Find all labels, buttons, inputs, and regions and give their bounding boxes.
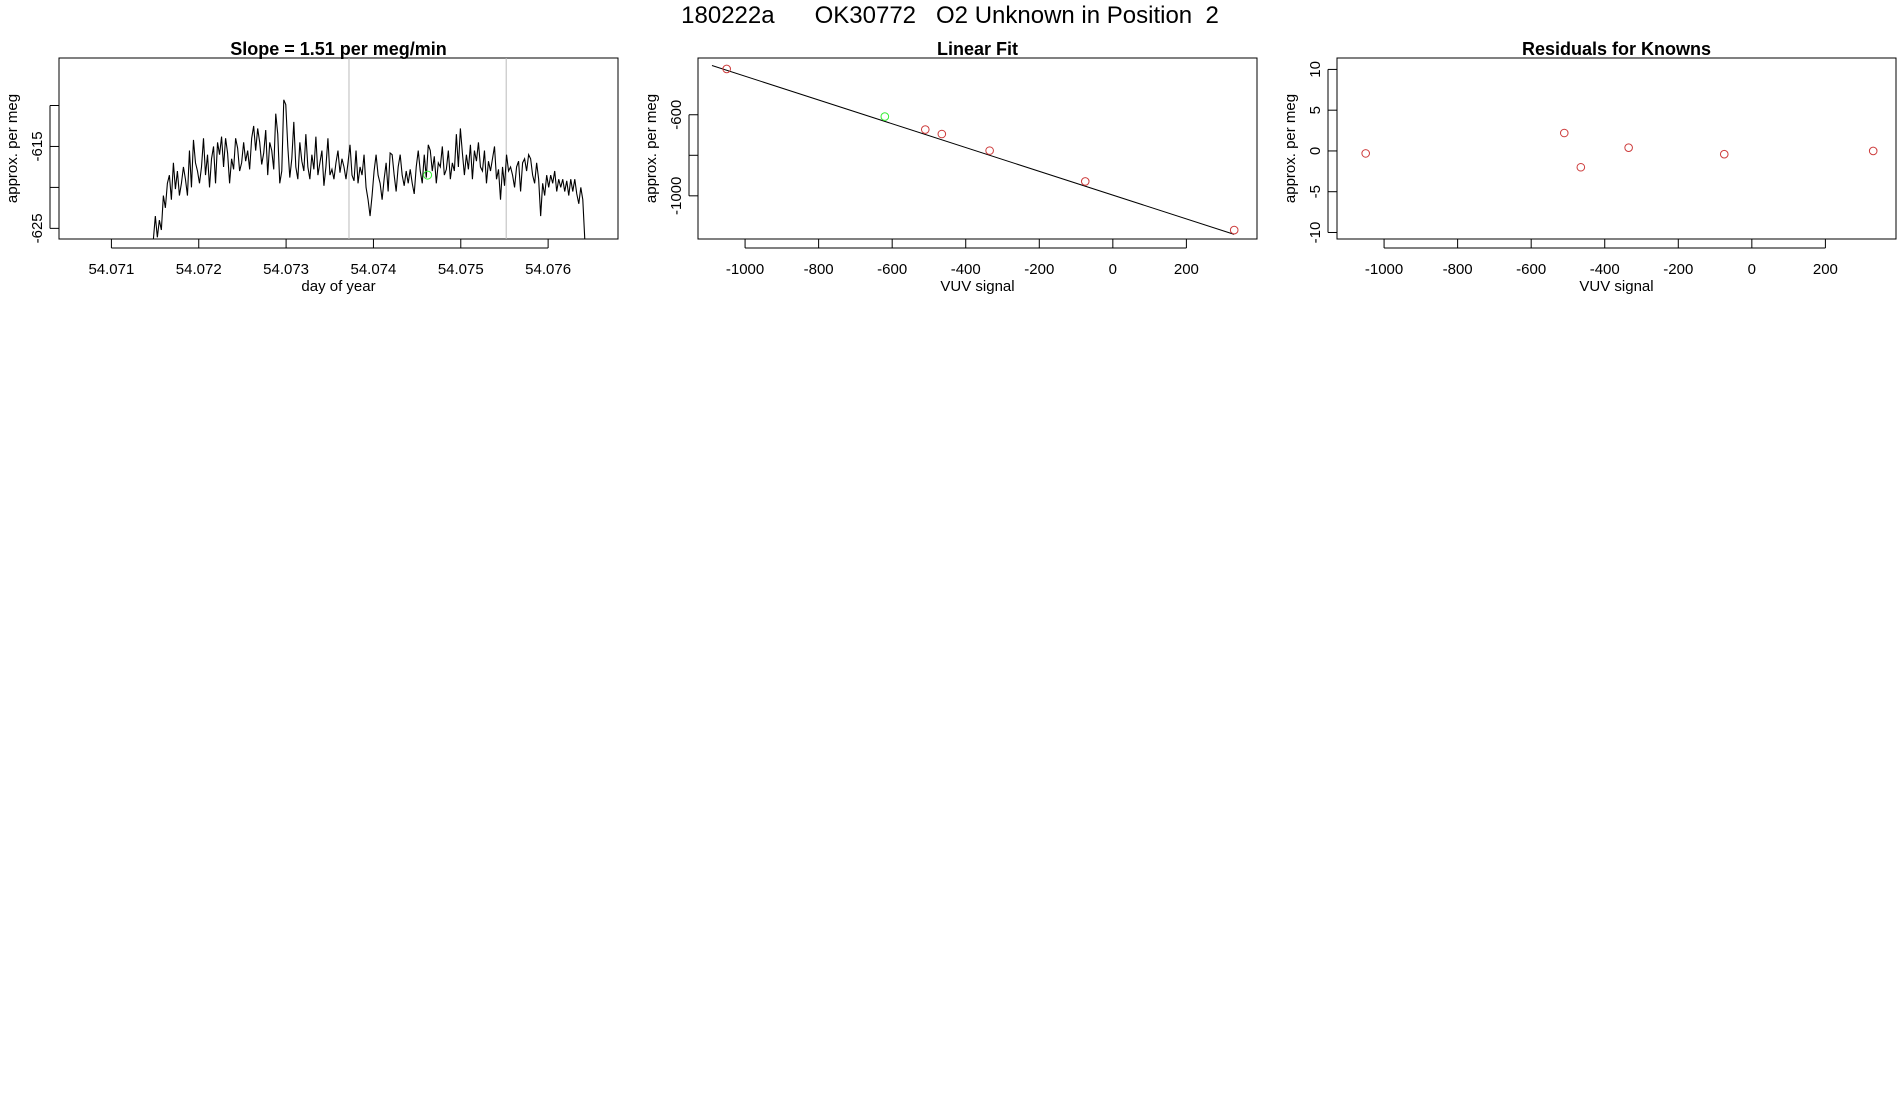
y-tick-label: -600	[668, 100, 685, 130]
x-tick-label: -200	[1024, 261, 1054, 278]
plot-area	[1361, 128, 1878, 172]
plot-frame	[58, 57, 619, 240]
x-tick-label: -400	[1590, 261, 1620, 278]
x-tick-label: -600	[877, 261, 907, 278]
y-tick-label: -10	[1307, 222, 1324, 244]
plot-frame	[697, 57, 1258, 240]
y-axis-label: approx. per meg	[643, 94, 660, 203]
plot-area	[711, 64, 1239, 235]
known-point	[985, 146, 994, 155]
x-tick-label: 0	[1109, 261, 1117, 278]
plot-area	[152, 58, 586, 239]
x-tick-label: 200	[1174, 261, 1199, 278]
chart-title: Slope = 1.51 per meg/min	[230, 39, 447, 59]
x-tick-label: 200	[1813, 261, 1838, 278]
x-tick-label: -1000	[1365, 261, 1403, 278]
unknown-point	[880, 112, 890, 121]
known-point	[1229, 225, 1239, 235]
y-tick-label: 5	[1307, 106, 1324, 114]
x-tick-label: 54.073	[263, 261, 309, 278]
known-point	[1559, 128, 1569, 138]
x-tick-label: -800	[1443, 261, 1473, 278]
x-axis-label: VUV signal	[1579, 278, 1653, 295]
known-point	[1361, 149, 1370, 158]
signal-trace	[152, 99, 586, 239]
x-tick-label: -200	[1663, 261, 1693, 278]
known-point	[920, 125, 930, 134]
chart-title: Residuals for Knowns	[1522, 39, 1711, 59]
x-axis-label: VUV signal	[940, 278, 1014, 295]
x-tick-label: 0	[1748, 261, 1756, 278]
y-axis-label: approx. per meg	[1282, 94, 1299, 203]
known-point	[1868, 146, 1878, 156]
known-point	[1080, 177, 1090, 186]
y-tick-label: 10	[1307, 61, 1324, 78]
linear-fit-panel: Linear Fit -1000 -800 -600 -400 -200 0 200 VUV s…	[643, 39, 1258, 295]
known-point	[1576, 162, 1586, 172]
plot-frame	[1336, 57, 1897, 240]
fit-line	[711, 65, 1235, 235]
x-tick-label: -400	[951, 261, 981, 278]
x-tick-label: 54.074	[350, 261, 396, 278]
y-tick-label: -615	[29, 131, 46, 161]
x-tick-label: 54.075	[438, 261, 484, 278]
known-point	[722, 64, 731, 74]
y-tick-label: -1000	[668, 177, 685, 215]
residuals-panel: Residuals for Knowns-1000 -800 -600 -400 -20…	[1282, 39, 1897, 295]
x-tick-label: 54.072	[176, 261, 222, 278]
known-point	[1624, 143, 1633, 152]
x-axis-label: day of year	[301, 278, 375, 295]
known-point	[937, 129, 947, 139]
timeseries-panel: Slope = 1.51 per meg/min 54.071 54.072 54.0…	[4, 39, 619, 295]
y-axis-label: approx. per meg	[4, 94, 21, 203]
x-tick-label: -600	[1516, 261, 1546, 278]
y-tick-label: -625	[29, 213, 46, 243]
page-title: 180222a OK30772 O2 Unknown in Position 2	[681, 2, 1219, 29]
x-tick-label: 54.076	[525, 261, 571, 278]
known-point	[1719, 149, 1729, 159]
y-tick-label: -5	[1307, 185, 1324, 198]
chart-title: Linear Fit	[937, 39, 1018, 59]
x-tick-label: -1000	[726, 261, 764, 278]
x-tick-label: -800	[804, 261, 834, 278]
unknown-marker	[423, 170, 433, 180]
x-tick-label: 54.071	[88, 261, 134, 278]
y-tick-label: 0	[1307, 147, 1324, 155]
